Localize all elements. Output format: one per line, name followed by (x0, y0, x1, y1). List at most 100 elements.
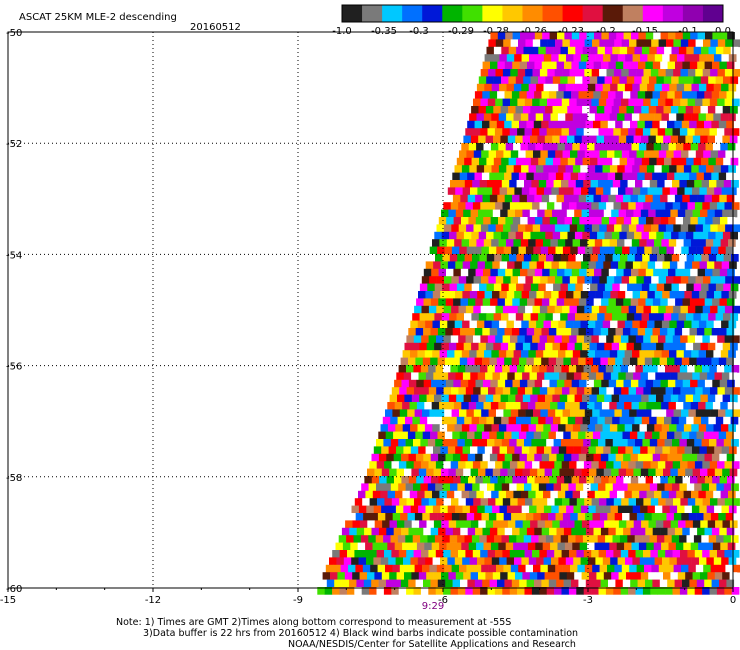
heatmap-cell (486, 231, 494, 240)
heatmap-cell (455, 261, 463, 270)
heatmap-cell (687, 587, 695, 595)
heatmap-cell (617, 557, 626, 566)
heatmap-cell (710, 224, 718, 233)
heatmap-cell (496, 409, 504, 418)
heatmap-cell (595, 54, 604, 62)
heatmap-cell (631, 143, 640, 151)
heatmap-cell (502, 305, 511, 314)
heatmap-cell (551, 372, 560, 381)
heatmap-cell (468, 402, 477, 410)
heatmap-cell (465, 587, 473, 595)
heatmap-cell (461, 490, 470, 499)
heatmap-cell (399, 387, 407, 395)
heatmap-cell (570, 513, 578, 521)
heatmap-cell (498, 542, 506, 551)
heatmap-cell (575, 76, 583, 85)
heatmap-cell (385, 564, 393, 573)
heatmap-cell (732, 224, 740, 233)
heatmap-cell (589, 572, 597, 580)
heatmap-cell (563, 328, 572, 336)
heatmap-cell (666, 513, 675, 521)
heatmap-cell (719, 91, 727, 99)
heatmap-cell (508, 157, 517, 166)
heatmap-cell (490, 61, 498, 70)
heatmap-cell (606, 69, 615, 77)
heatmap-cell (528, 239, 536, 247)
heatmap-cell (506, 83, 515, 92)
heatmap-cell (604, 231, 613, 240)
heatmap-cell (486, 535, 495, 543)
heatmap-cell (630, 453, 639, 462)
heatmap-cell (537, 394, 546, 403)
heatmap-cell (434, 394, 442, 403)
heatmap-cell (543, 505, 552, 514)
heatmap-cell (540, 224, 548, 233)
heatmap-cell (555, 150, 563, 159)
note-line-2: 3)Data buffer is 22 hrs from 20160512 4)… (143, 628, 579, 639)
heatmap-cell (457, 180, 466, 188)
heatmap-cell (685, 231, 694, 240)
heatmap-cell (475, 527, 483, 536)
heatmap-cell (557, 113, 566, 122)
colorbar-swatch (682, 5, 704, 22)
heatmap-cell (629, 246, 638, 255)
heatmap-cell (637, 579, 646, 588)
heatmap-cell (555, 39, 563, 48)
heatmap-cell (445, 328, 453, 336)
heatmap-cell (478, 342, 487, 351)
heatmap-cell (510, 387, 518, 395)
heatmap-cell (383, 439, 392, 447)
heatmap-cell (392, 564, 401, 573)
heatmap-cell (466, 513, 475, 521)
heatmap-cell (509, 483, 517, 492)
heatmap-cell (529, 572, 538, 580)
heatmap-cell (607, 513, 615, 521)
heatmap-cell (534, 61, 543, 70)
heatmap-cell (543, 320, 552, 329)
heatmap-cell (622, 579, 631, 588)
heatmap-cell (476, 542, 484, 551)
heatmap-cell (649, 76, 657, 85)
heatmap-cell (371, 527, 380, 536)
heatmap-cell (485, 520, 494, 529)
heatmap-cell (496, 120, 505, 129)
heatmap-cell (471, 106, 479, 114)
heatmap-cell (715, 157, 724, 166)
heatmap-cell (610, 320, 618, 329)
heatmap-cell (417, 557, 426, 566)
heatmap-cell (524, 587, 533, 595)
heatmap-cell (419, 416, 428, 425)
heatmap-cell (728, 557, 737, 566)
heatmap-cell (519, 328, 527, 336)
heatmap-cell (544, 468, 553, 477)
heatmap-cell (699, 261, 708, 270)
heatmap-cell (344, 572, 353, 580)
heatmap-cell (626, 342, 635, 351)
heatmap-cell (637, 91, 646, 99)
heatmap-cell (514, 54, 522, 62)
heatmap-cell (450, 587, 459, 595)
heatmap-cell (622, 328, 631, 336)
heatmap-cell (561, 483, 569, 492)
heatmap-cell (535, 217, 543, 225)
heatmap-cell (577, 224, 585, 233)
heatmap-cell (691, 83, 700, 92)
heatmap-cell (523, 254, 532, 262)
heatmap-cell (697, 61, 705, 70)
heatmap-cell (726, 61, 735, 70)
heatmap-cell (551, 291, 559, 299)
heatmap-cell (720, 165, 729, 173)
heatmap-cell (570, 246, 578, 255)
heatmap-cell (702, 98, 711, 107)
heatmap-cell (527, 268, 536, 277)
heatmap-cell (626, 106, 635, 114)
heatmap-cell (418, 468, 427, 477)
heatmap-cell (686, 46, 694, 55)
heatmap-cell (461, 402, 469, 410)
heatmap-cell (487, 98, 496, 107)
heatmap-cell (471, 231, 479, 240)
heatmap-cell (363, 579, 372, 588)
heatmap-cell (356, 579, 365, 588)
heatmap-cell (466, 409, 475, 418)
heatmap-cell (634, 46, 643, 55)
